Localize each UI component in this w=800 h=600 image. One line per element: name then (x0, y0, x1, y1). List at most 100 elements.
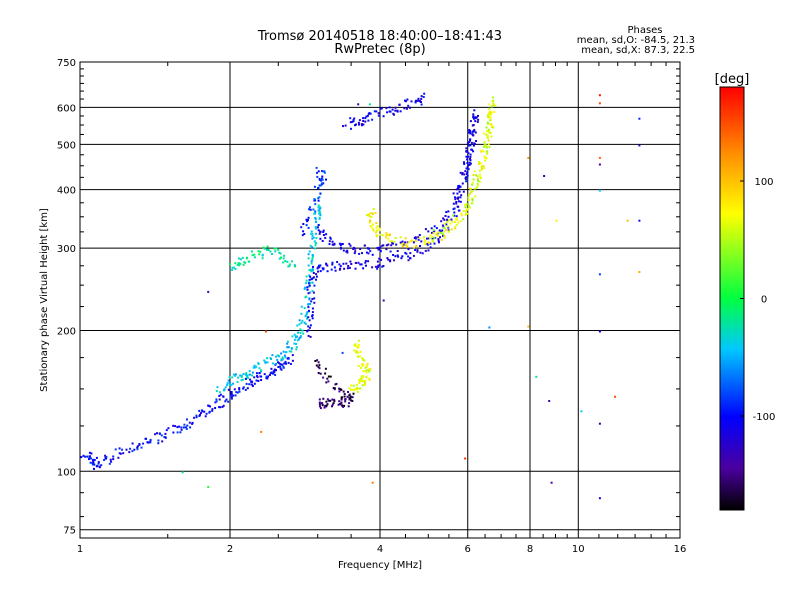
trace-point (361, 364, 364, 367)
trace-point (349, 260, 352, 263)
trace-point (260, 379, 263, 381)
trace-point (335, 382, 338, 385)
trace-point (321, 178, 324, 181)
trace-point (164, 436, 167, 439)
trace-point (350, 399, 353, 402)
trace-point (336, 261, 339, 263)
trace-point (316, 359, 319, 362)
trace-point (308, 208, 311, 211)
trace-point (97, 461, 100, 464)
trace-point (263, 373, 266, 376)
trace-point (128, 451, 131, 454)
trace-point (331, 261, 334, 264)
x-tick-label: 10 (572, 544, 585, 555)
trace-point (118, 447, 121, 450)
trace-point (354, 247, 357, 250)
trace-point (466, 150, 469, 153)
trace-point (209, 405, 211, 408)
trace-point (307, 306, 310, 309)
trace-point (391, 241, 393, 244)
trace-point (358, 378, 361, 381)
trace-point (427, 237, 430, 240)
trace-point (483, 156, 486, 159)
trace-point (331, 263, 334, 266)
trace-point (342, 125, 344, 128)
trace-point (487, 139, 490, 142)
trace-point (110, 460, 113, 463)
trace-point (357, 339, 360, 342)
trace-point (448, 219, 451, 221)
trace-point (437, 238, 440, 241)
trace-point (283, 362, 286, 365)
trace-point (488, 130, 491, 133)
trace-point (311, 281, 314, 284)
trace-point (353, 344, 356, 347)
trace-point (95, 465, 98, 468)
trace-point (405, 252, 408, 255)
trace-point (272, 370, 275, 373)
trace-point (358, 355, 361, 358)
trace-point (264, 361, 267, 364)
scatter-point (638, 144, 641, 147)
trace-point (313, 240, 316, 243)
trace-point (280, 368, 283, 371)
trace-point (254, 366, 257, 369)
trace-point (486, 152, 489, 155)
trace-point (469, 159, 472, 162)
trace-point (472, 144, 475, 147)
trace-point (391, 240, 393, 243)
trace-point (360, 367, 362, 369)
trace-point (385, 248, 388, 251)
trace-point (354, 387, 357, 390)
trace-point (136, 446, 139, 449)
trace-point (191, 422, 194, 425)
trace-point (218, 391, 221, 394)
trace-point (488, 103, 491, 106)
trace-point (485, 130, 488, 133)
trace-point (490, 111, 493, 114)
trace-point (271, 253, 274, 255)
trace-point (317, 197, 320, 200)
trace-point (91, 458, 94, 461)
trace-point (453, 214, 456, 217)
trace-point (464, 170, 467, 173)
trace-point (315, 227, 317, 230)
trace-point (180, 428, 183, 431)
trace-point (426, 243, 429, 246)
trace-point (311, 258, 314, 261)
trace-point (311, 290, 314, 293)
colorbar-label: [deg] (715, 72, 750, 87)
trace-point (349, 244, 352, 247)
trace-point (89, 461, 92, 464)
trace-point (423, 239, 426, 242)
legend-x-stats: mean, sd,X: 87.3, 22.5 (581, 45, 695, 56)
trace-point (314, 242, 317, 245)
trace-point (298, 319, 301, 322)
trace-point (377, 112, 380, 115)
trace-point (465, 212, 468, 215)
trace-point (302, 332, 305, 335)
trace-point (334, 269, 337, 272)
trace-point (238, 257, 240, 260)
trace-point (317, 204, 320, 207)
trace-point (482, 132, 485, 135)
trace-point (400, 243, 403, 246)
trace-point (457, 184, 460, 187)
trace-point (91, 463, 94, 466)
trace-point (417, 97, 420, 100)
trace-point (342, 249, 345, 252)
trace-point (354, 267, 357, 270)
trace-point (356, 355, 359, 358)
trace-point (381, 265, 384, 268)
x-axis-label: Frequency [MHz] (338, 560, 422, 571)
trace-point (454, 198, 457, 201)
trace-point (486, 134, 489, 137)
trace-point (364, 366, 367, 369)
trace-point (358, 123, 360, 126)
trace-point (356, 390, 359, 393)
trace-point (234, 262, 237, 265)
trace-point (309, 244, 312, 247)
trace-point (465, 167, 468, 170)
trace-point (310, 270, 313, 273)
trace-point (308, 297, 311, 300)
